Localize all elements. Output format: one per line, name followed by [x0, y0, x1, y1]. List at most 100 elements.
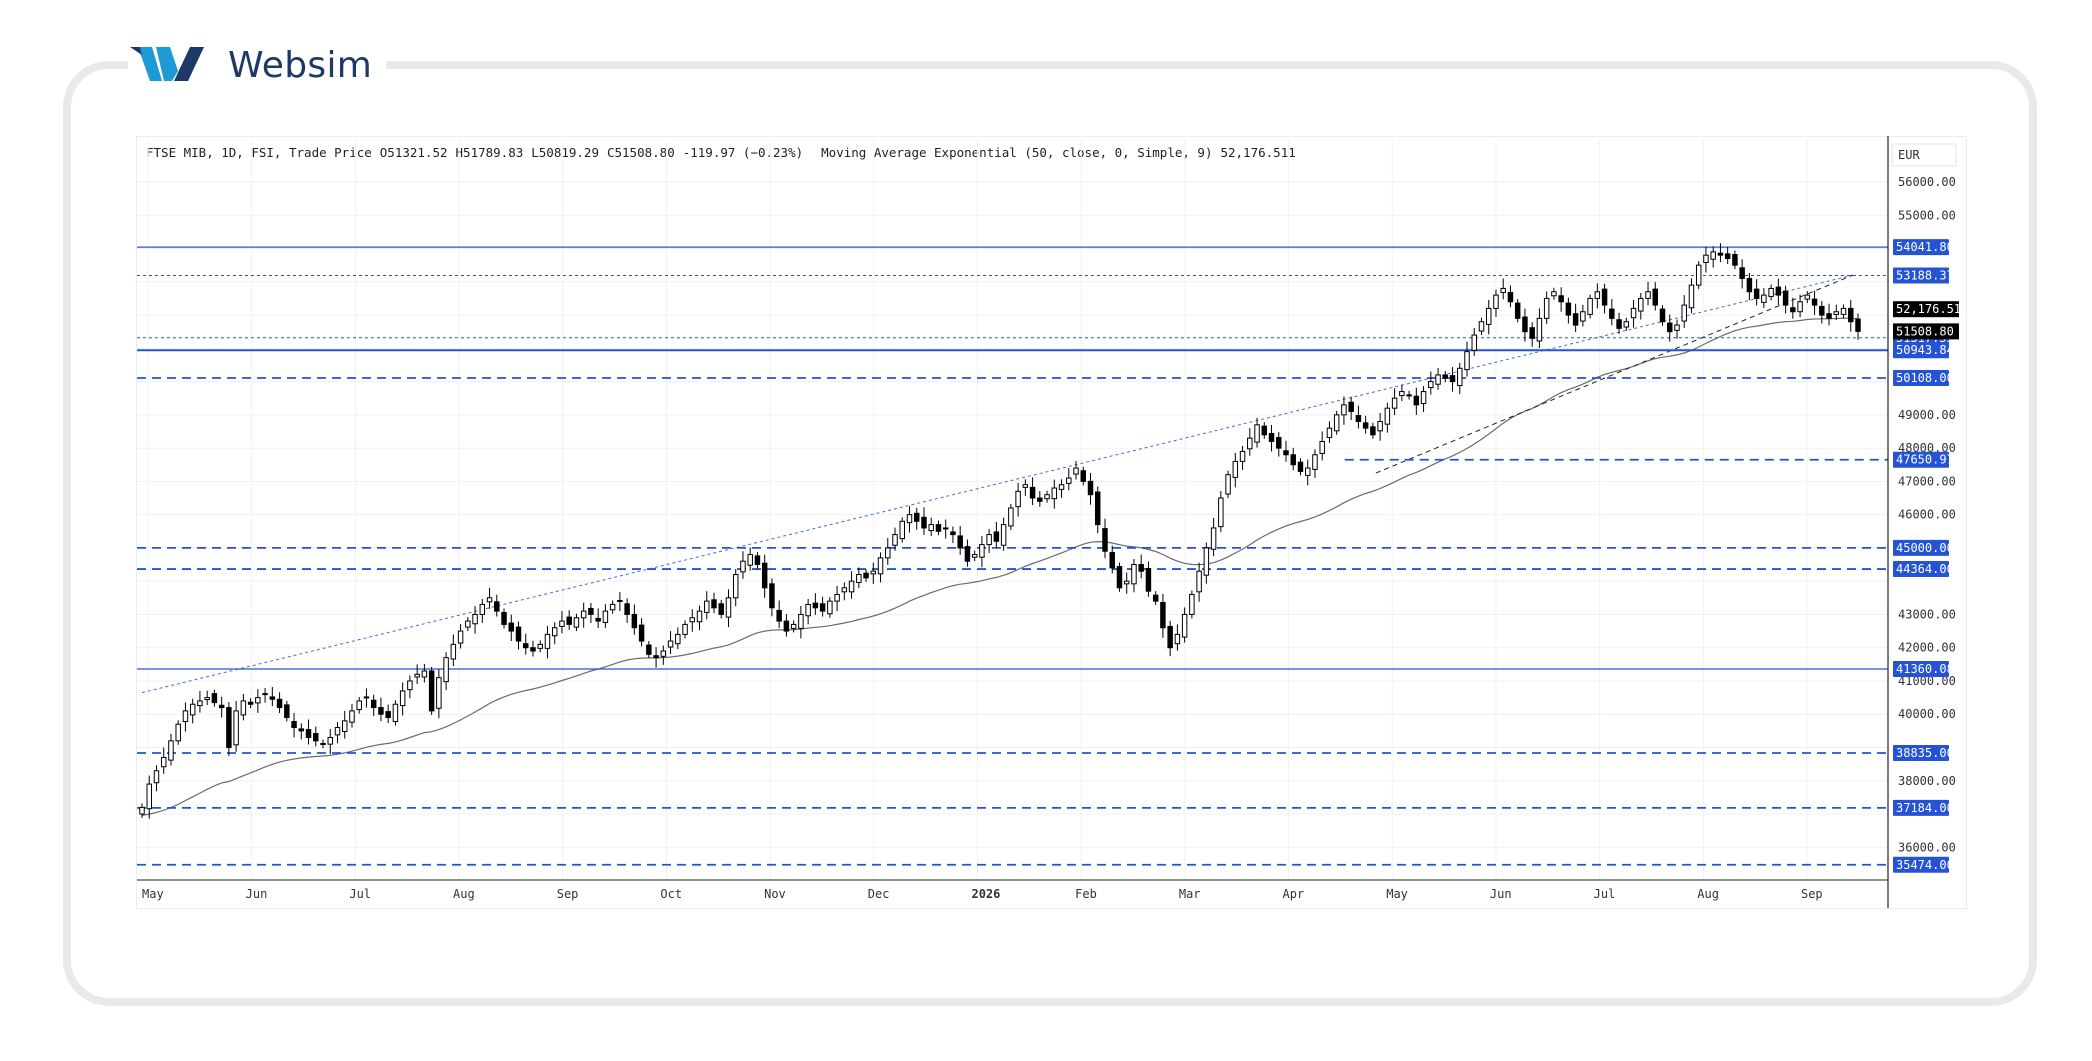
x-tick-label: Jul [349, 887, 371, 901]
time-axis[interactable]: May Jun Jul Aug Sep Oct Nov Dec 2026 Feb Mar Apr May… [137, 879, 1888, 901]
candle-body [1667, 322, 1673, 333]
x-tick-label: Mar [1179, 887, 1201, 901]
candle-body [1044, 494, 1050, 500]
level-label-box [1893, 539, 1949, 556]
ohlc-change: -119.97 (−0.23%) [682, 145, 804, 160]
candle-body [385, 711, 391, 719]
candle-body [667, 640, 674, 648]
level-label-box [1893, 744, 1949, 761]
chart-header: FTSE MIB, 1D, FSI, Trade Price O51321.52 H… [146, 145, 1304, 160]
candle-body [1037, 497, 1043, 502]
candle-body [320, 742, 326, 745]
x-tick-label: Sep [1801, 887, 1823, 901]
price-label: 52,176.511 [1896, 302, 1968, 316]
candle-body [1152, 594, 1159, 602]
level-label: 45000.00 [1896, 541, 1954, 555]
level-label-box [1893, 451, 1949, 468]
candle-body [1572, 313, 1579, 326]
candle-body [1840, 307, 1847, 315]
ema-path [141, 317, 1859, 816]
websim-w-logo-icon [130, 47, 204, 81]
x-tick-label: Feb [1075, 887, 1097, 901]
candle-body [1312, 454, 1318, 470]
candle-body [1370, 426, 1376, 436]
candle-body [1688, 284, 1695, 309]
candle-body [1485, 307, 1492, 325]
level-label-box [1893, 239, 1949, 256]
candle-body [1247, 437, 1253, 450]
candle-body [255, 697, 261, 704]
candle-body [646, 644, 652, 655]
candle-body [1674, 324, 1680, 331]
candle-body [146, 783, 152, 810]
indicator-name[interactable]: Moving Average Exponential (50, close, 0… [821, 145, 1213, 160]
level-label-box [1893, 267, 1949, 284]
price-label-box [1893, 301, 1959, 318]
candle-body [827, 600, 833, 615]
candle-body [537, 643, 543, 649]
candle-body [1131, 564, 1137, 585]
candle-body [284, 704, 290, 719]
candle-body [501, 611, 507, 625]
horizontal-levels [137, 246, 1888, 866]
candle-body [1768, 287, 1774, 297]
price-axis[interactable]: EUR 56000.00 55000.00 49000.00 48000.00 47000… [1887, 136, 1968, 908]
candle-body [1739, 267, 1745, 279]
symbol-info[interactable]: FTSE MIB, 1D, FSI, Trade Price [146, 145, 372, 160]
candle-body [233, 710, 239, 746]
candle-body [993, 531, 1000, 542]
brand-logo[interactable]: Websim [128, 36, 386, 94]
candle-body [1601, 288, 1608, 306]
y-tick-label: 36000.00 [1898, 840, 1956, 854]
x-tick-label: 2026 [971, 887, 1000, 901]
candle-body [1160, 601, 1166, 629]
candle-body [1565, 302, 1572, 316]
candle-body [631, 613, 638, 629]
candle-body [841, 587, 848, 593]
y-tick-label: 49000.00 [1898, 408, 1956, 422]
candles [139, 243, 1861, 819]
candle-body [899, 520, 905, 540]
chart-panel[interactable] [136, 136, 1967, 909]
candle-body [1746, 277, 1753, 293]
level-label-box [1893, 856, 1949, 873]
candle-body [1413, 395, 1420, 406]
candle-body [1051, 487, 1058, 500]
candle-body [819, 603, 826, 612]
candle-body [247, 701, 254, 705]
candle-body [1268, 432, 1275, 442]
candle-body [675, 633, 681, 645]
candle-body [356, 700, 362, 711]
candle-body [1174, 633, 1181, 645]
x-tick-label: Sep [557, 887, 579, 901]
candle-body [609, 603, 616, 611]
candle-body [769, 583, 775, 609]
candle-body [1261, 425, 1268, 436]
candle-body [530, 647, 536, 652]
y-tick-label: 56000.00 [1898, 175, 1956, 189]
candle-body [551, 627, 558, 637]
candle-body [313, 733, 319, 742]
card-frame [63, 61, 2037, 1006]
candle-body [378, 707, 384, 715]
candle-body [725, 597, 732, 618]
level-label: 54041.80 [1896, 240, 1954, 254]
candle-body [370, 699, 377, 709]
candle-body [877, 557, 884, 575]
candle-body [276, 698, 283, 709]
indicator-value: 52,176.511 [1220, 145, 1296, 160]
candle-body [1022, 484, 1029, 488]
candle-body [986, 534, 992, 546]
candle-body [1297, 461, 1304, 472]
candle-body [175, 723, 181, 742]
candle-body [602, 610, 609, 623]
candle-body [1326, 427, 1333, 438]
candle-body [1551, 291, 1557, 297]
candle-body [740, 560, 746, 573]
candle-body [863, 572, 869, 579]
candle-body [971, 554, 978, 558]
candle-body [443, 657, 449, 683]
x-tick-label: Jul [1594, 887, 1616, 901]
candle-body [428, 670, 435, 712]
